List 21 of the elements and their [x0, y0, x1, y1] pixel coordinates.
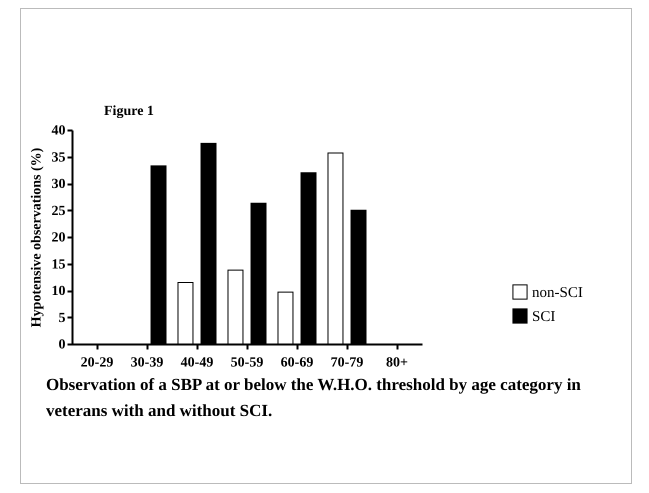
y-axis-title: Hypotensive observations (%)	[30, 147, 44, 328]
y-tick-label: 40	[52, 124, 66, 138]
x-tick-label: 30-39	[130, 356, 164, 370]
y-tick-label: 10	[52, 284, 66, 299]
x-tick-label: 50-59	[230, 356, 264, 370]
x-tick-label: 40-49	[180, 356, 214, 370]
y-tick-label: 20	[52, 230, 66, 246]
y-tick-label: 25	[52, 204, 66, 219]
y-tick-label: 35	[52, 150, 66, 166]
text: Observation of a SBP at or below the W.H.O. threshold by age category in veterans with and without SCI.	[46, 374, 582, 422]
x-tick-label: 20-29	[80, 356, 114, 370]
legend-label: non-SCI	[532, 285, 583, 301]
y-tick-label: 15	[52, 257, 66, 272]
caption: Figure 1	[104, 104, 154, 120]
y-tick-label: 0	[58, 338, 66, 352]
y-tick-label: 5	[58, 310, 66, 326]
legend-label: SCI	[532, 309, 556, 325]
x-tick-label: 70-79	[330, 356, 364, 370]
x-tick-label: 80+	[386, 356, 408, 370]
x-tick-label: 60-69	[280, 356, 314, 370]
y-tick-label: 30	[52, 177, 66, 192]
